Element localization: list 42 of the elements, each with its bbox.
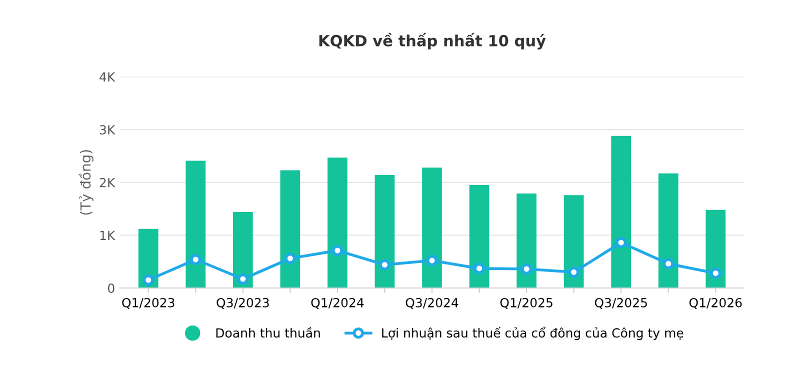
x-tick-label: Q3/2023 (216, 298, 269, 309)
point (332, 244, 344, 256)
point (474, 262, 485, 274)
point (237, 273, 248, 285)
x-tick-label: Q1/2025 (500, 298, 552, 309)
chart-title: KQKD về thấp nhất 10 quý (319, 32, 546, 50)
bar (422, 168, 442, 288)
point (568, 266, 580, 278)
y-tick-label: 0 (108, 283, 114, 293)
y-tick-label: 1K (100, 230, 116, 240)
bar (469, 185, 490, 288)
legend-label: Lợi nhuận sau thuế của cổ đông của Công ty mẹ (382, 326, 684, 340)
bar (611, 136, 632, 288)
bar (374, 175, 395, 288)
bar (516, 193, 536, 288)
bar (328, 158, 348, 288)
point (662, 258, 674, 270)
bar (232, 212, 253, 288)
y-tick-label: 4K (100, 72, 116, 82)
y-tick-label: 2K (100, 178, 116, 188)
point (426, 254, 438, 266)
point (190, 254, 202, 266)
bar (280, 170, 300, 288)
x-tick-label: Q1/2026 (689, 298, 742, 309)
bar (706, 210, 726, 288)
x-tick-label: Q3/2025 (594, 298, 647, 309)
x-tick-label: Q3/2024 (406, 298, 458, 309)
y-tick-label: 3K (100, 125, 116, 135)
bar (658, 173, 678, 288)
point (616, 237, 627, 248)
bar (564, 195, 584, 288)
x-tick-label: Q1/2024 (311, 298, 364, 309)
point (142, 274, 154, 286)
bar (186, 160, 206, 288)
point (284, 252, 296, 264)
x-tick-label: Q1/2023 (122, 298, 174, 309)
point (520, 263, 532, 275)
legend-label: Doanh thu thuần (216, 326, 320, 338)
point (710, 268, 722, 279)
y-axis-title: (Tỷ đồng) (78, 150, 94, 215)
bar (138, 228, 158, 288)
point (379, 259, 390, 270)
